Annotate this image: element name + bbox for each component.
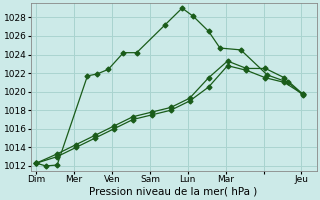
- X-axis label: Pression niveau de la mer( hPa ): Pression niveau de la mer( hPa ): [90, 187, 258, 197]
